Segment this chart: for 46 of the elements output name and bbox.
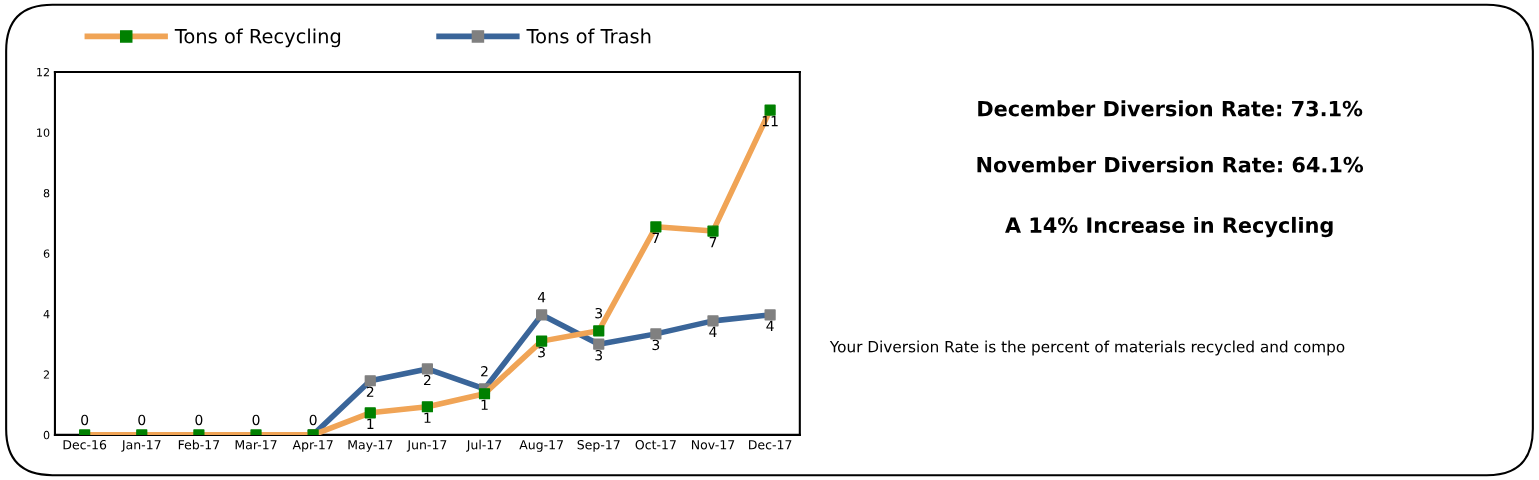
x-tick-label: Dec-16 xyxy=(63,439,107,450)
x-tick-label: Apr-17 xyxy=(292,440,333,452)
y-tick-label: 8 xyxy=(43,188,50,198)
text: A 14% Increase in Recycling xyxy=(1005,216,1333,238)
data-label: 1 xyxy=(367,418,374,429)
x-tick-label: Feb-17 xyxy=(178,439,220,450)
y-tick-label: 10 xyxy=(37,128,50,137)
data-label: 0 xyxy=(195,414,203,426)
data-label: 7 xyxy=(652,232,660,243)
text: December Diversion Rate: 73.1% xyxy=(978,100,1363,117)
x-tick-label: Mar-17 xyxy=(235,440,277,450)
x-tick-label: Jun-17 xyxy=(406,440,447,452)
data-label: 2 xyxy=(481,366,488,377)
x-tick-label: May-17 xyxy=(348,440,393,452)
legend-label: Tons of Trash xyxy=(526,28,651,44)
data-label: 3 xyxy=(538,346,545,358)
x-tick-label: Dec-17 xyxy=(749,440,792,450)
data-label: 4 xyxy=(766,320,774,331)
data-label: 1 xyxy=(424,412,431,423)
x-tick-label: Nov-17 xyxy=(691,440,735,450)
legend-label: Tons of Recycling xyxy=(174,28,341,48)
x-tick-label: Sep-17 xyxy=(577,439,620,452)
y-tick-label: 2 xyxy=(43,370,49,379)
data-label: 2 xyxy=(423,374,431,386)
data-label: 0 xyxy=(81,414,89,426)
data-label: 0 xyxy=(138,414,146,426)
y-tick-label: 4 xyxy=(43,310,50,319)
data-label: 7 xyxy=(709,237,717,248)
x-tick-label: Jul-17 xyxy=(466,439,502,452)
data-label: 0 xyxy=(309,414,317,426)
text: Your Diversion Rate is the percent of materials recycled and compo xyxy=(829,340,1345,356)
data-label: 2 xyxy=(366,386,374,397)
data-label: 1 xyxy=(481,399,488,410)
data-label: 0 xyxy=(252,414,260,426)
text: November Diversion Rate: 64.1% xyxy=(977,156,1364,173)
y-tick-label: 12 xyxy=(37,67,49,77)
data-label: 4 xyxy=(537,292,546,303)
data-label: 3 xyxy=(595,307,603,319)
data-label: 3 xyxy=(595,349,603,361)
x-tick-label: Jan-17 xyxy=(121,440,161,452)
y-tick-label: 0 xyxy=(43,430,50,440)
y-tick-label: 6 xyxy=(43,249,50,258)
x-tick-label: Oct-17 xyxy=(635,439,676,450)
x-tick-label: Aug-17 xyxy=(519,440,563,452)
data-label: 3 xyxy=(652,339,660,351)
data-label: 4 xyxy=(709,326,717,337)
